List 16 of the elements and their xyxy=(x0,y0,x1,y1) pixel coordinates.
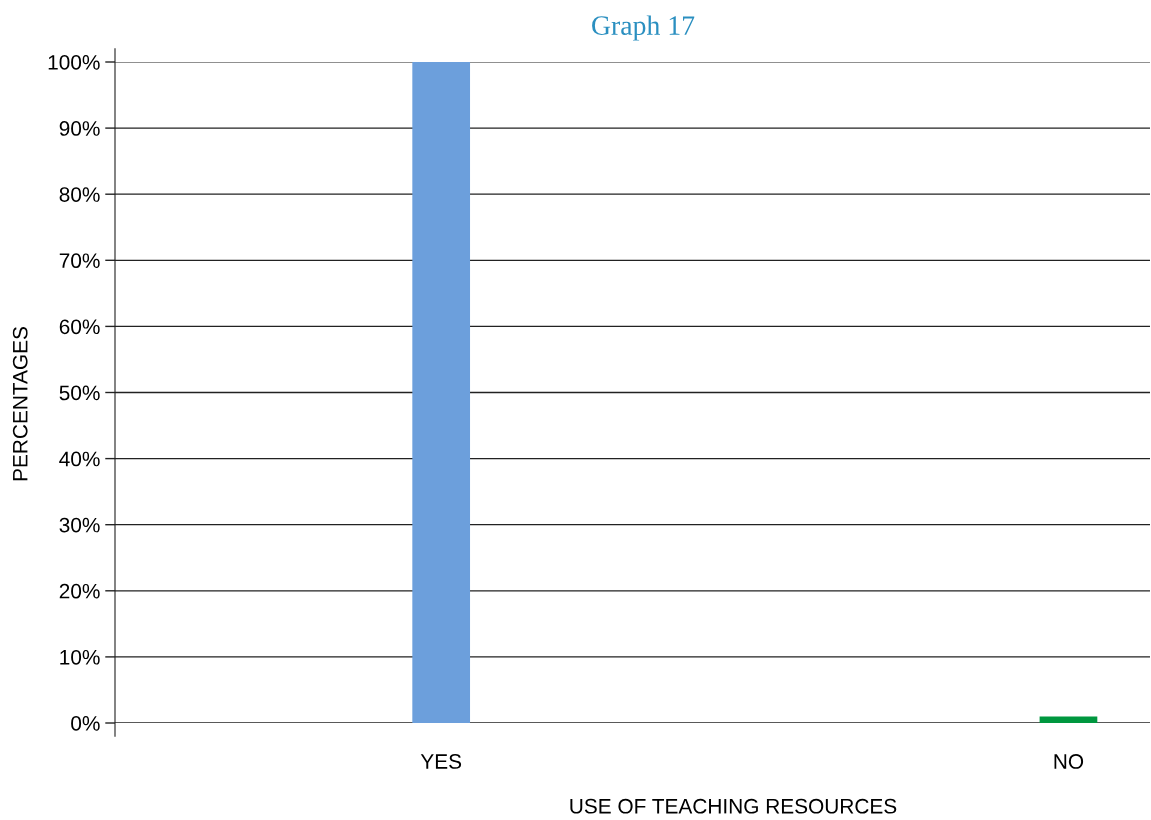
y-tick-label: 30% xyxy=(59,517,100,533)
y-tick-label: 10% xyxy=(60,649,100,665)
y-tick-label: 100% xyxy=(48,55,100,70)
y-tick-label: 0% xyxy=(71,716,100,731)
x-tick-label: YES xyxy=(420,754,462,769)
y-axis-title: PERCENTAGES xyxy=(12,327,28,481)
y-tick-label: 50% xyxy=(59,385,100,401)
y-tick-label: 60% xyxy=(59,319,100,335)
chart-title: Graph 17 xyxy=(592,15,695,41)
x-axis-title: USE OF TEACHING RESOURCES xyxy=(570,798,897,814)
x-tick-label: NO xyxy=(1054,754,1084,769)
y-tick-label: 20% xyxy=(59,583,100,599)
y-tick-label: 70% xyxy=(59,253,100,269)
y-tick-label: 40% xyxy=(59,451,100,467)
y-tick-label: 90% xyxy=(59,121,100,136)
y-tick-label: 80% xyxy=(59,187,100,202)
